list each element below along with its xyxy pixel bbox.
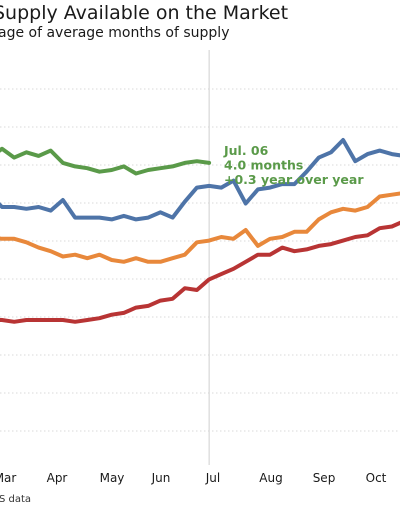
series-line-3 <box>0 220 400 324</box>
annotation: Jul. 06 4.0 months +0.3 year over year <box>223 143 364 187</box>
annotation-change-text: +0.3 year over year <box>224 172 364 187</box>
chart-subtitle: age of average months of supply <box>0 25 230 41</box>
x-tick-label: Sep <box>313 471 336 485</box>
x-tick-label: May <box>100 471 125 485</box>
x-axis: Mar Apr May Jun Jul Aug Sep Oct <box>0 471 387 485</box>
x-tick-label: Jun <box>151 471 171 485</box>
x-tick-label: Oct <box>366 471 387 485</box>
annotation-date-text: Jul. 06 <box>223 143 269 158</box>
annotation-value-text: 4.0 months <box>224 158 303 173</box>
x-tick-label: Mar <box>0 471 16 485</box>
x-tick-label: Jul <box>205 471 220 485</box>
source-note: S data <box>0 494 32 505</box>
series-lines <box>0 138 400 324</box>
x-tick-label: Aug <box>259 471 282 485</box>
x-tick-label: Apr <box>47 471 68 485</box>
series-line-1 <box>0 138 400 222</box>
chart-title: Supply Available on the Market <box>0 2 289 24</box>
series-line-0 <box>0 146 212 176</box>
series-line-2 <box>0 191 400 264</box>
